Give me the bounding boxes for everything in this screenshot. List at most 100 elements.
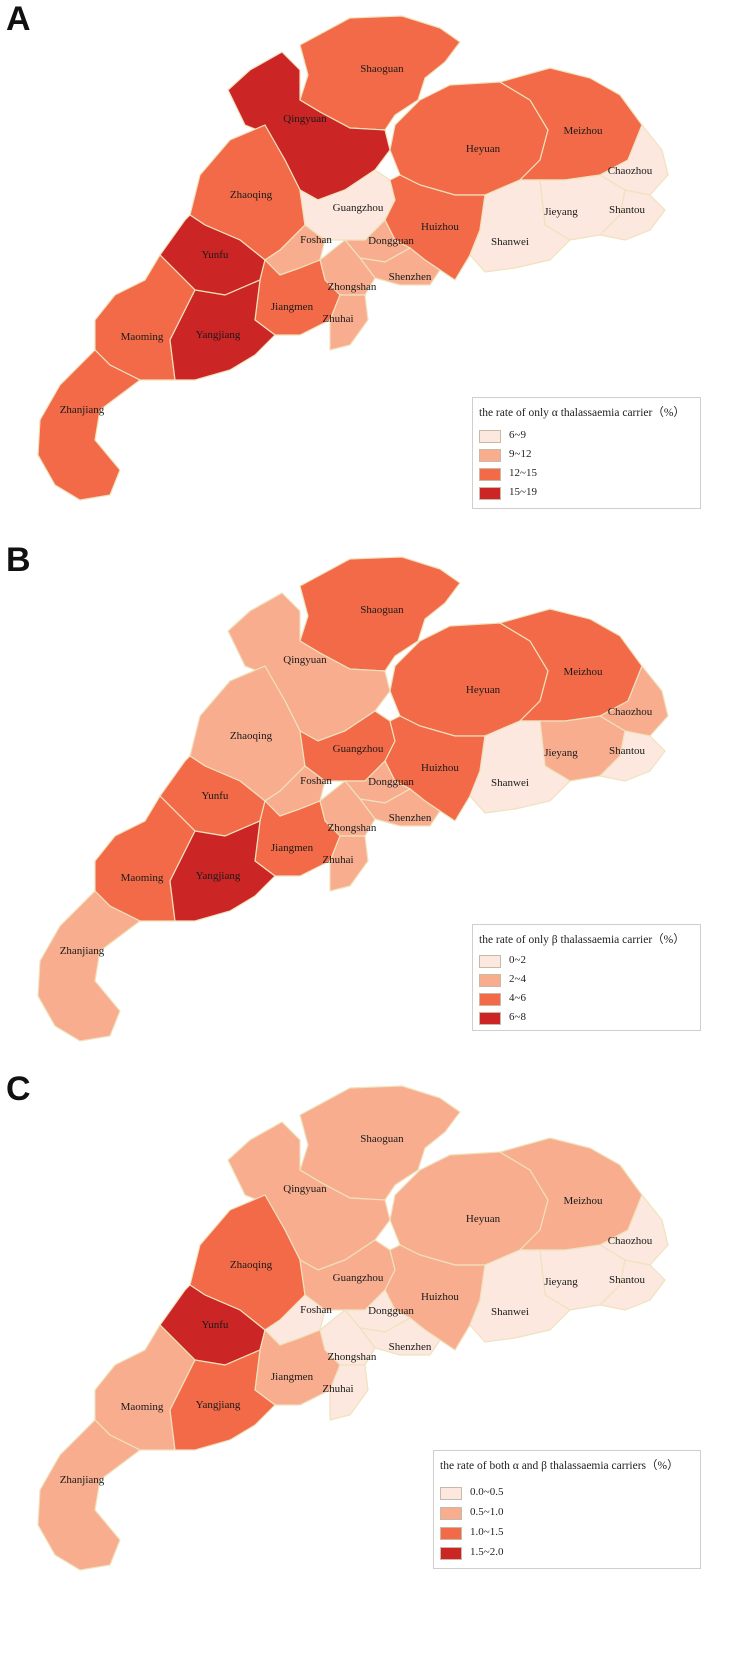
legend-label: 2~4 [509,973,526,985]
city-label: Shanwei [491,777,529,789]
city-label: Maoming [121,872,164,884]
map-legend: the rate of only β thalassaemia carrier（… [472,924,701,1031]
city-label: Heyuan [466,684,501,696]
map-legend: the rate of both α and β thalassaemia ca… [433,1450,701,1569]
city-label: Huizhou [421,762,459,774]
legend-label: 6~9 [509,429,526,441]
city-label: Maoming [121,1401,164,1413]
region-zhanjiang [37,349,142,501]
city-label: Qingyuan [283,1183,327,1195]
choropleth-map: Shaoguan Qingyuan Heyuan Meizhou Chaozhou Zha… [37,556,669,1042]
city-label: Jiangmen [271,1371,314,1383]
city-label: Shaoguan [360,1133,404,1145]
city-label: Jiangmen [271,842,314,854]
city-label: Zhongshan [328,281,377,293]
city-label: Maoming [121,331,164,343]
city-label: Yunfu [202,249,229,261]
legend-title: the rate of both α and β thalassaemia ca… [440,1460,679,1472]
legend-swatch [440,1487,462,1500]
city-label: Heyuan [466,1213,501,1225]
city-label: Meizhou [563,666,603,678]
legend-label: 1.5~2.0 [470,1546,504,1558]
region-yangjiang [169,1349,276,1451]
region-shantou [598,189,666,241]
city-label: Yangjiang [196,870,241,882]
legend-swatch [479,449,501,462]
city-label: Jieyang [544,1276,578,1288]
panel-label: C [6,1070,31,1108]
legend-swatch [440,1507,462,1520]
city-label: Shenzhen [389,812,432,824]
city-label: Shantou [609,745,646,757]
legend-label: 4~6 [509,992,526,1004]
city-label: Foshan [300,1304,332,1316]
city-label: Guangzhou [333,202,384,214]
city-label: Shanwei [491,236,529,248]
choropleth-map: Shaoguan Qingyuan Heyuan Meizhou Chaozhou Zha… [37,1085,669,1571]
legend-label: 1.0~1.5 [470,1526,504,1538]
city-label: Yangjiang [196,329,241,341]
region-shenzhen [358,247,441,286]
city-label: Yunfu [202,790,229,802]
city-label: Shaoguan [360,63,404,75]
city-label: Zhongshan [328,822,377,834]
city-label: Zhaoqing [230,189,273,201]
region-zhuhai [329,835,369,892]
region-shanwei [469,179,571,273]
city-label: Shantou [609,204,646,216]
city-label: Guangzhou [333,1272,384,1284]
region-zhanjiang [37,890,142,1042]
city-label: Huizhou [421,1291,459,1303]
map-panel-b: B Shaoguan Qingyuan Heyuan Meizhou Chaozhou Z… [0,541,753,1096]
region-shantou [598,730,666,782]
city-label: Dongguan [368,1305,414,1317]
region-shantou [598,1259,666,1311]
legend-label: 12~15 [509,467,537,479]
city-label: Dongguan [368,235,414,247]
legend-swatch [479,1012,501,1025]
panel-label: B [6,541,31,579]
city-label: Shenzhen [389,271,432,283]
region-yangjiang [169,279,276,381]
legend-label: 6~8 [509,1011,526,1023]
city-label: Zhanjiang [60,1474,105,1486]
city-label: Dongguan [368,776,414,788]
panel-label: A [6,0,31,38]
region-yangjiang [169,820,276,922]
legend-label: 0.0~0.5 [470,1486,504,1498]
map-panel-c: C Shaoguan Qingyuan Heyuan Meizhou Chaozhou Z… [0,1070,753,1625]
city-label: Foshan [300,775,332,787]
legend-label: 15~19 [509,486,537,498]
city-label: Zhaoqing [230,730,273,742]
legend-swatch [479,430,501,443]
city-label: Shaoguan [360,604,404,616]
region-shenzhen [358,1317,441,1356]
region-shanwei [469,1249,571,1343]
city-label: Zhuhai [322,1383,353,1395]
city-label: Zhuhai [322,854,353,866]
region-shanwei [469,720,571,814]
legend-swatch [479,993,501,1006]
city-label: Chaozhou [608,1235,653,1247]
legend-title: the rate of only β thalassaemia carrier（… [479,934,685,946]
city-label: Guangzhou [333,743,384,755]
city-label: Shanwei [491,1306,529,1318]
legend-label: 0.5~1.0 [470,1506,504,1518]
city-label: Zhuhai [322,313,353,325]
city-label: Shantou [609,1274,646,1286]
city-label: Qingyuan [283,654,327,666]
region-zhanjiang [37,1419,142,1571]
city-label: Meizhou [563,1195,603,1207]
city-label: Chaozhou [608,706,653,718]
city-label: Shenzhen [389,1341,432,1353]
legend-swatch [479,955,501,968]
city-label: Jieyang [544,747,578,759]
legend-swatch [479,974,501,987]
city-label: Meizhou [563,125,603,137]
city-label: Zhanjiang [60,945,105,957]
choropleth-map: Shaoguan Qingyuan Heyuan Meizhou Chaozhou Zha… [37,15,669,501]
map-legend: the rate of only α thalassaemia carrier（… [472,397,701,509]
city-label: Jieyang [544,206,578,218]
legend-swatch [440,1547,462,1560]
city-label: Yangjiang [196,1399,241,1411]
